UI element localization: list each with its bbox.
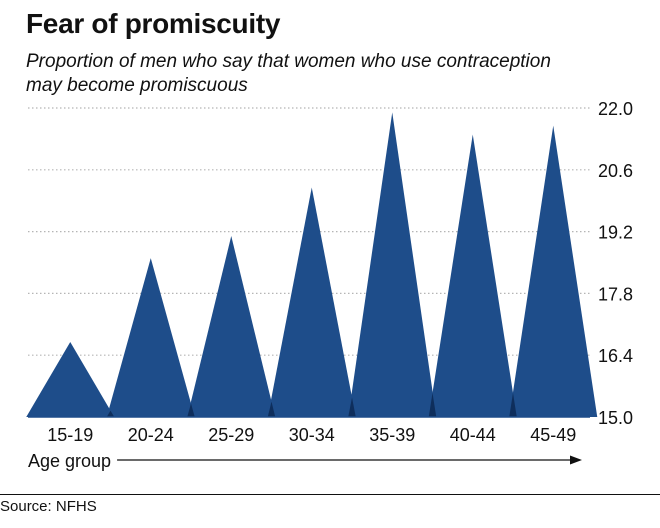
x-tick-label: 40-44: [450, 425, 496, 445]
peak-triangle: [187, 236, 276, 417]
peak-overlap: [106, 410, 115, 417]
peak-triangle: [267, 187, 356, 417]
source-divider: [0, 494, 660, 495]
x-tick-label: 20-24: [128, 425, 174, 445]
peak-overlap: [267, 401, 276, 417]
chart-subtitle: Proportion of men who say that women who…: [26, 51, 551, 96]
y-axis-ticks: 22.0 20.6 19.2 17.8 16.4 15.0: [598, 99, 633, 428]
y-tick-label: 16.4: [598, 346, 633, 366]
peak-triangle: [26, 341, 115, 417]
source-note: Source: NFHS: [0, 498, 97, 515]
x-tick-label: 30-34: [289, 425, 335, 445]
x-axis-title: Age group: [28, 451, 111, 471]
x-axis-ticks: 15-19 20-24 25-29 30-34 35-39 40-44 45-49: [47, 425, 576, 445]
chart-marks: [26, 112, 598, 418]
chart-title: Fear of promiscuity: [26, 8, 281, 39]
peak-overlap: [428, 392, 437, 417]
x-tick-label: 35-39: [369, 425, 415, 445]
peak-triangle: [348, 112, 437, 418]
y-tick-label: 15.0: [598, 408, 633, 428]
y-tick-label: 17.8: [598, 284, 633, 304]
y-tick-label: 19.2: [598, 223, 633, 243]
peak-overlap: [348, 397, 356, 417]
arrowhead-icon: [570, 455, 582, 465]
peak-overlap: [187, 403, 195, 417]
x-axis-title-group: Age group: [28, 451, 582, 471]
y-tick-label: 20.6: [598, 161, 633, 181]
y-tick-label: 22.0: [598, 99, 633, 119]
peak-triangle: [428, 134, 517, 417]
peak-triangle: [509, 125, 598, 418]
x-tick-label: 15-19: [47, 425, 93, 445]
peak-overlap: [509, 392, 517, 417]
x-tick-label: 45-49: [530, 425, 576, 445]
x-tick-label: 25-29: [208, 425, 254, 445]
peak-triangle: [106, 258, 195, 417]
chart-area: 22.0 20.6 19.2 17.8 16.4 15.0 15-19 20-24 25-29…: [26, 99, 633, 471]
